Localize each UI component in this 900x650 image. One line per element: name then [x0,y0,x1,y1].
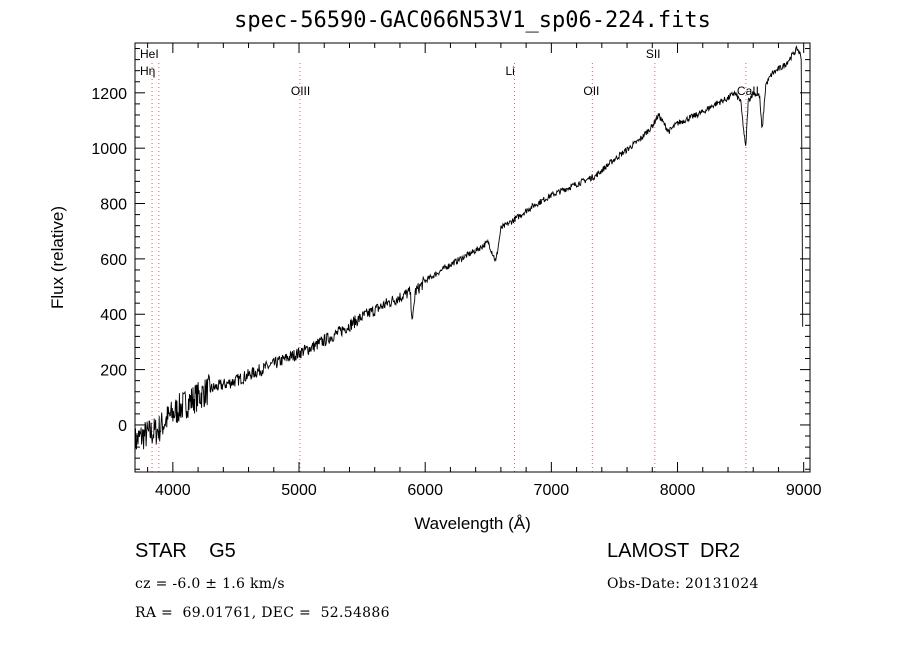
line-label: HeI [140,47,159,61]
line-label: Li [506,64,515,78]
x-tick-label: 4000 [155,482,191,499]
y-tick-label: 200 [100,363,127,380]
plot-frame [134,42,811,473]
x-tick-label: 8000 [660,482,696,499]
y-axis-label: Flux (relative) [48,206,67,309]
coordinates-label: RA = 69.01761, DEC = 52.54886 [135,605,390,621]
line-label: Hη [140,64,155,78]
object-class: STAR G5 [135,540,236,562]
line-label: OII [583,84,599,98]
y-tick-label: 400 [100,307,127,324]
line-label: SII [646,47,661,61]
chart-title: spec-56590-GAC066N53V1_sp06-224.fits [234,8,711,33]
y-tick-label: 0 [118,418,127,435]
survey-label: LAMOST DR2 [607,540,740,562]
y-tick-label: 800 [100,197,127,214]
x-tick-label: 5000 [281,482,317,499]
y-tick-label: 1200 [91,86,127,103]
spectrum-series-line [134,45,804,457]
y-tick-label: 600 [100,252,127,269]
x-tick-label: 7000 [534,482,570,499]
line-label: OIII [291,84,310,98]
y-tick-label: 1000 [91,141,127,158]
x-axis-label: Wavelength (Å) [414,514,531,533]
obs-date-label: Obs-Date: 20131024 [607,576,759,592]
redshift-label: cz = -6.0 ± 1.6 km/s [135,576,285,592]
x-tick-label: 9000 [786,482,822,499]
x-tick-label: 6000 [407,482,443,499]
